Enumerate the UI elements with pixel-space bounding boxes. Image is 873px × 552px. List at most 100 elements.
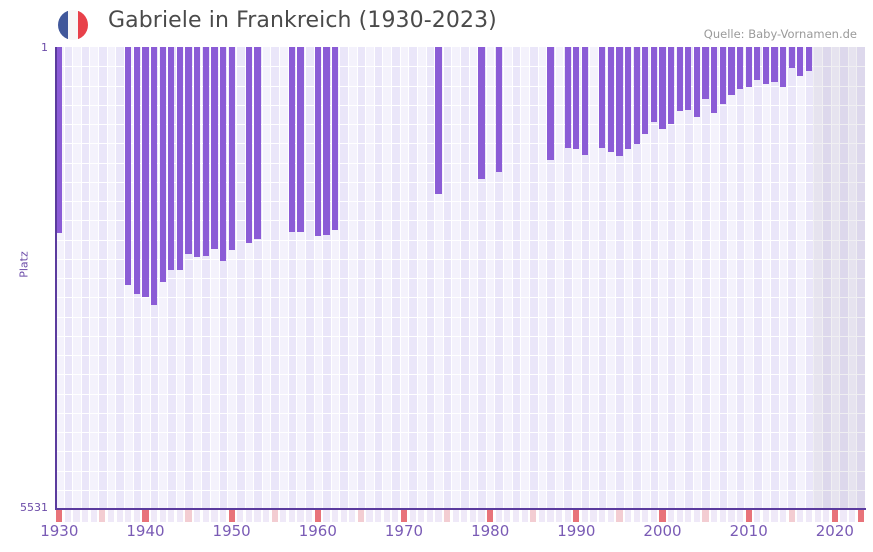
x-tick-minor bbox=[461, 510, 468, 522]
x-tick-minor bbox=[512, 510, 520, 522]
x-tick-minor bbox=[693, 510, 701, 522]
bar bbox=[642, 47, 649, 134]
x-tick-minor bbox=[90, 510, 97, 522]
bar bbox=[202, 47, 209, 256]
gridline-horizontal bbox=[55, 297, 865, 299]
bar bbox=[495, 47, 502, 172]
x-tick-major bbox=[228, 510, 235, 522]
x-tick-major bbox=[745, 510, 752, 522]
x-tick-minor bbox=[349, 510, 356, 522]
bar bbox=[150, 47, 158, 305]
gridline-horizontal bbox=[55, 489, 865, 491]
bar bbox=[659, 47, 666, 129]
x-tick-minor bbox=[599, 510, 606, 522]
bar bbox=[581, 47, 589, 155]
bar bbox=[762, 47, 769, 84]
x-axis-label: 2000 bbox=[643, 522, 682, 540]
gridline-horizontal bbox=[55, 66, 865, 68]
x-axis-label: 1970 bbox=[384, 522, 424, 540]
x-tick-minor bbox=[823, 510, 830, 522]
x-tick-minor bbox=[538, 510, 545, 522]
x-tick-minor bbox=[771, 510, 778, 522]
gridline-horizontal bbox=[55, 374, 865, 376]
source-attribution: Quelle: Baby-Vornamen.de bbox=[703, 27, 857, 41]
x-tick-minor bbox=[297, 510, 304, 522]
x-tick-minor bbox=[676, 510, 683, 522]
x-tick-minor bbox=[555, 510, 563, 522]
x-tick-minor bbox=[728, 510, 735, 522]
bar bbox=[297, 47, 304, 232]
x-tick-minor bbox=[711, 510, 718, 522]
bar bbox=[185, 47, 192, 254]
x-tick-minor bbox=[642, 510, 649, 522]
x-tick-minor bbox=[443, 510, 451, 522]
x-tick-minor bbox=[452, 510, 459, 522]
bar bbox=[142, 47, 149, 297]
bar bbox=[194, 47, 201, 257]
x-tick-minor bbox=[702, 510, 709, 522]
x-axis-label: 1940 bbox=[126, 522, 165, 540]
gridline-horizontal bbox=[55, 393, 865, 395]
bar bbox=[624, 47, 632, 149]
bar bbox=[797, 47, 804, 76]
x-tick-minor bbox=[254, 510, 261, 522]
bar bbox=[56, 47, 63, 233]
x-tick-major bbox=[400, 510, 408, 522]
bar bbox=[745, 47, 752, 87]
x-tick-minor bbox=[607, 510, 614, 522]
gridline-horizontal bbox=[55, 335, 865, 337]
x-tick-minor bbox=[426, 510, 433, 522]
x-tick-major bbox=[314, 510, 321, 522]
gridline-horizontal bbox=[55, 355, 865, 356]
bar bbox=[323, 47, 330, 235]
x-tick-minor bbox=[668, 510, 675, 522]
bar bbox=[650, 47, 657, 122]
bar bbox=[771, 47, 778, 82]
gridline-horizontal bbox=[55, 143, 865, 145]
x-tick-minor bbox=[478, 510, 485, 522]
bar bbox=[331, 47, 339, 230]
gridline-horizontal bbox=[55, 85, 865, 87]
x-tick-minor bbox=[848, 510, 856, 522]
chart-header: Gabriele in Frankreich (1930-2023) Quell… bbox=[0, 0, 873, 44]
x-tick-minor bbox=[521, 510, 528, 522]
x-tick-minor bbox=[237, 510, 244, 522]
bar bbox=[754, 47, 761, 80]
bar bbox=[616, 47, 623, 156]
gridline-horizontal bbox=[55, 104, 865, 106]
bar bbox=[254, 47, 261, 239]
x-tick-minor bbox=[590, 510, 597, 522]
bar bbox=[228, 47, 235, 250]
x-axis-line bbox=[55, 508, 866, 510]
x-tick-minor bbox=[392, 510, 399, 522]
x-tick-minor bbox=[331, 510, 339, 522]
x-axis-labels: 1930 1940 1950 1960 1970 1980 1990 2000 2010 2020 bbox=[0, 522, 873, 548]
x-tick-minor bbox=[504, 510, 511, 522]
x-tick-minor bbox=[168, 510, 175, 522]
x-tick-minor bbox=[125, 510, 132, 522]
gridline-horizontal bbox=[55, 258, 865, 260]
x-axis-ticks bbox=[55, 510, 866, 522]
plot-background-bands bbox=[55, 47, 865, 509]
bar bbox=[711, 47, 718, 113]
x-axis-label: 1930 bbox=[40, 522, 79, 540]
y-axis-line bbox=[55, 47, 57, 510]
bar bbox=[159, 47, 166, 282]
x-tick-minor bbox=[581, 510, 589, 522]
x-tick-major bbox=[659, 510, 666, 522]
y-axis-top-label: 1 bbox=[41, 41, 48, 54]
x-tick-minor bbox=[469, 510, 477, 522]
bar bbox=[245, 47, 252, 243]
bar bbox=[176, 47, 184, 270]
page-title: Gabriele in Frankreich (1930-2023) bbox=[108, 8, 497, 33]
x-tick-minor bbox=[780, 510, 787, 522]
x-axis-label: 2020 bbox=[815, 522, 854, 540]
x-tick-minor bbox=[82, 510, 89, 522]
bar bbox=[685, 47, 692, 110]
bar-series bbox=[55, 47, 865, 509]
x-tick-minor bbox=[418, 510, 425, 522]
x-tick-minor bbox=[288, 510, 296, 522]
bar bbox=[288, 47, 296, 232]
bar bbox=[314, 47, 321, 236]
chart-plot-area bbox=[55, 47, 865, 509]
